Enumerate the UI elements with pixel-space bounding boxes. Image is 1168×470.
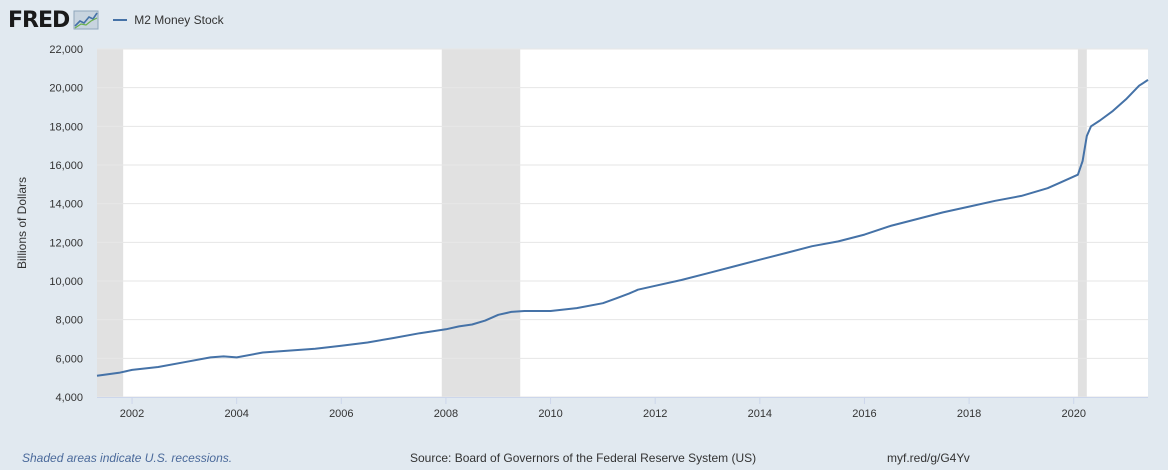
short-url-link[interactable]: myf.red/g/G4Yv bbox=[887, 451, 970, 465]
source-text: Source: Board of Governors of the Federa… bbox=[410, 451, 757, 465]
recession-band-2 bbox=[1077, 49, 1087, 397]
x-tick-label: 2004 bbox=[224, 408, 248, 420]
x-tick-label: 2012 bbox=[643, 408, 667, 420]
y-axis-ticks: 4,000 6,000 8,000 10,000 12,000 14,000 16,000 1… bbox=[49, 44, 83, 404]
y-tick-label: 12,000 bbox=[49, 237, 83, 249]
series-line-m2[interactable] bbox=[96, 79, 1149, 377]
y-tick-label: 10,000 bbox=[49, 276, 83, 288]
recession-note: Shaded areas indicate U.S. recessions. bbox=[22, 451, 233, 465]
y-tick-label: 6,000 bbox=[55, 353, 83, 365]
y-tick-label: 18,000 bbox=[49, 121, 83, 133]
recession-bands bbox=[97, 49, 1087, 397]
x-tick-label: 2002 bbox=[120, 408, 144, 420]
y-tick-label: 4,000 bbox=[55, 392, 83, 404]
chart-legend[interactable]: M2 Money Stock bbox=[113, 13, 224, 27]
legend-swatch bbox=[113, 19, 128, 21]
legend-label: M2 Money Stock bbox=[134, 13, 224, 27]
plot-area bbox=[97, 49, 1148, 397]
y-tick-label: 16,000 bbox=[49, 160, 83, 172]
x-tick-label: 2020 bbox=[1061, 408, 1085, 420]
recession-band-0 bbox=[97, 49, 124, 397]
x-tick-label: 2008 bbox=[434, 408, 458, 420]
series-layer bbox=[96, 79, 1149, 377]
y-axis-label: Billions of Dollars bbox=[15, 177, 29, 269]
y-tick-label: 20,000 bbox=[49, 83, 83, 95]
x-axis-ticks: 2002 2004 2006 2008 2010 2012 2014 2016 2018 2020 bbox=[97, 397, 1148, 420]
recession-band-1 bbox=[441, 49, 521, 397]
fred-graph-icon bbox=[73, 10, 99, 30]
fred-logo[interactable]: FRED bbox=[8, 7, 70, 33]
x-tick-label: 2018 bbox=[957, 408, 981, 420]
chart-header: FRED M2 Money Stock bbox=[8, 6, 224, 34]
y-tick-label: 8,000 bbox=[55, 315, 83, 327]
y-tick-label: 14,000 bbox=[49, 199, 83, 211]
x-tick-label: 2014 bbox=[748, 408, 772, 420]
x-tick-label: 2016 bbox=[852, 408, 876, 420]
y-tick-label: 22,000 bbox=[49, 44, 83, 56]
x-tick-label: 2006 bbox=[329, 408, 353, 420]
x-tick-label: 2010 bbox=[538, 408, 562, 420]
